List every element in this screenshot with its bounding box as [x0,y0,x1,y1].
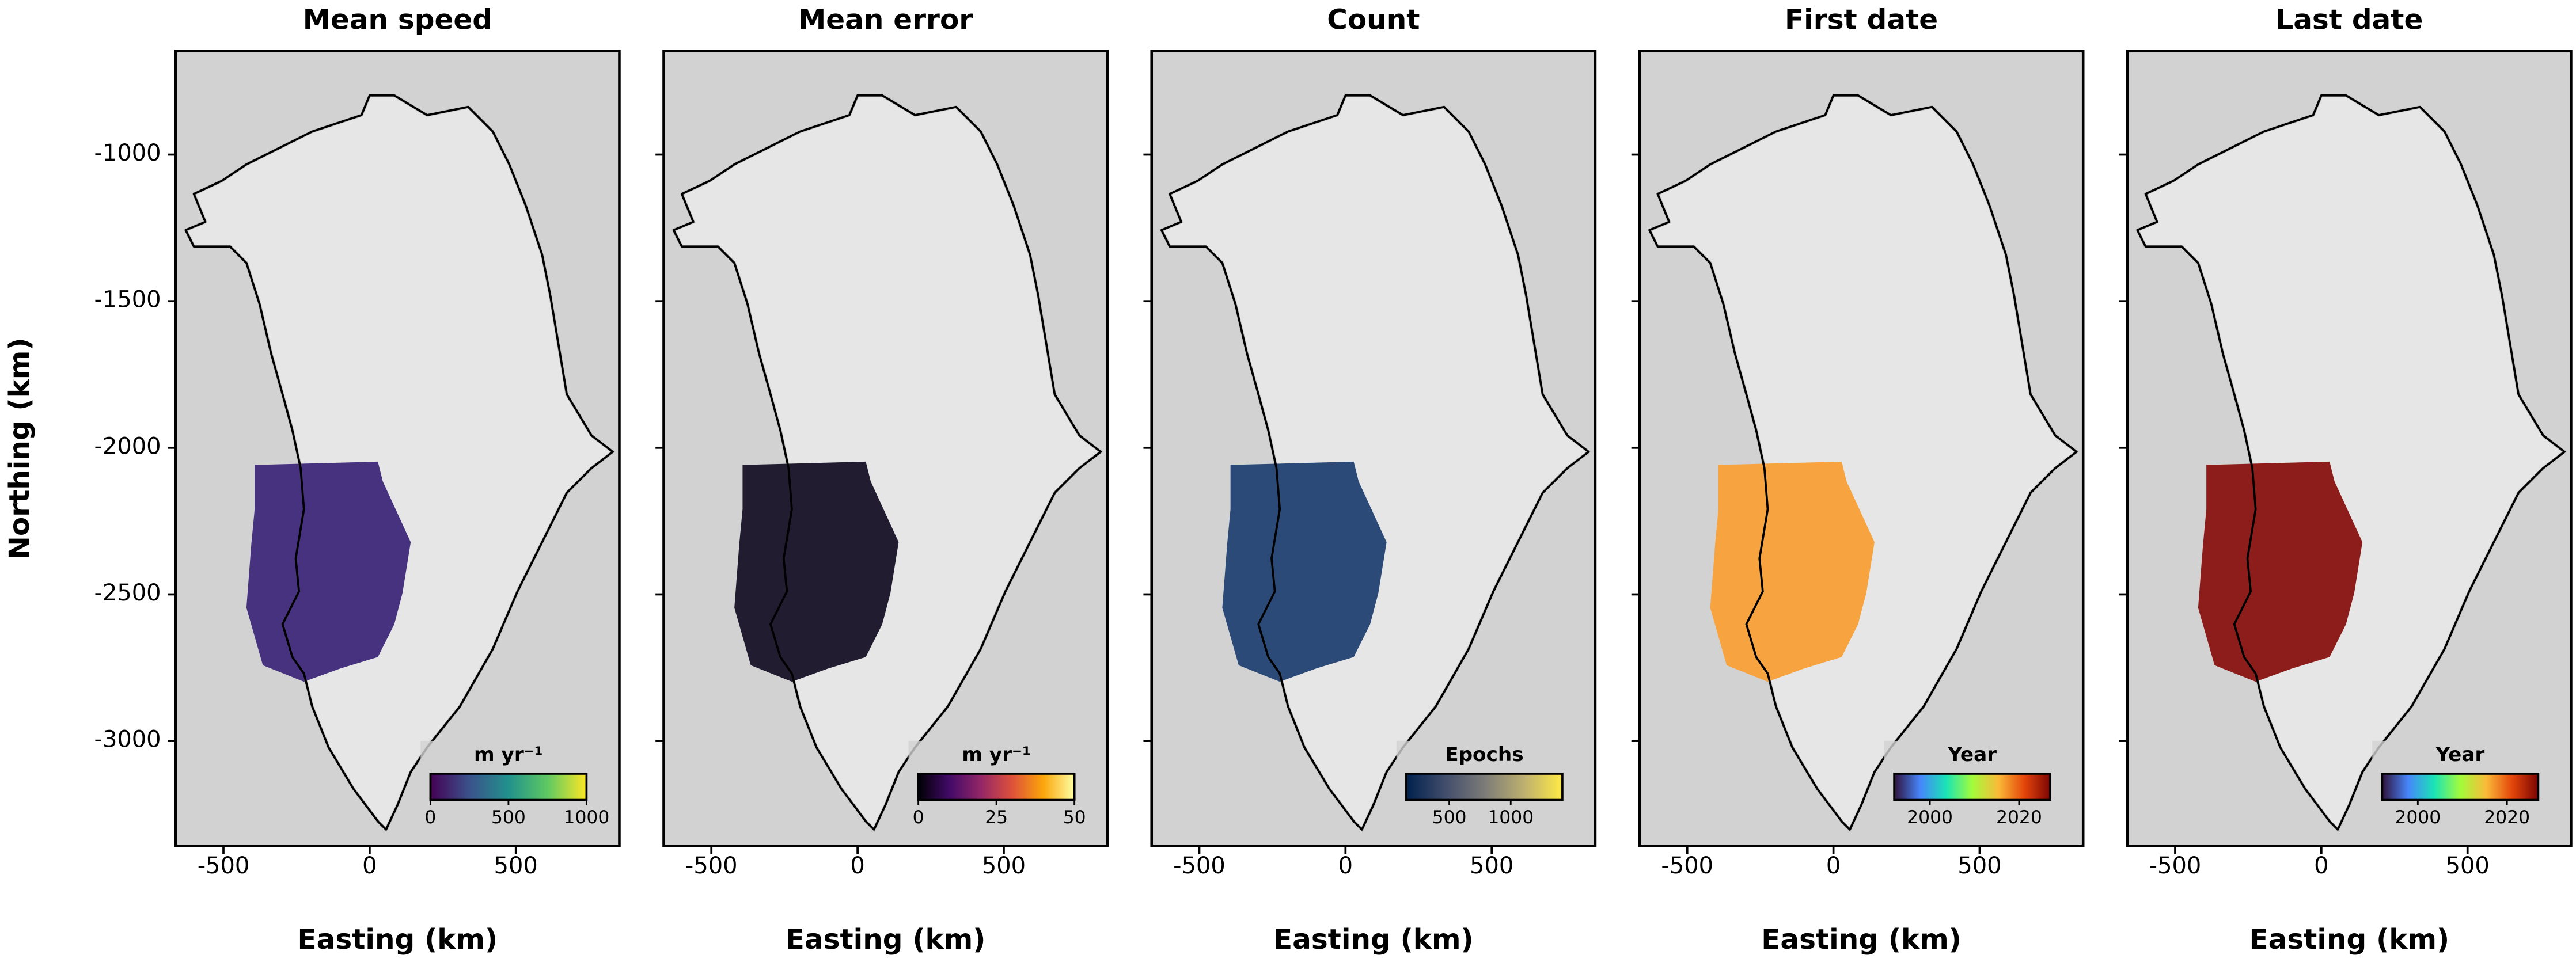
panel-title: Last date [2275,3,2423,36]
colorbar [917,773,1076,801]
x-axis-label: Easting (km) [786,923,986,956]
colorbar-label: Epochs [1445,743,1523,766]
x-axis-label: Easting (km) [2249,923,2449,956]
x-tick-label: 500 [1957,853,2001,879]
x-tick-label: 500 [494,853,538,879]
x-tick-label: -500 [1661,853,1713,879]
x-tick-label: 0 [1338,853,1353,879]
x-tick-label: 0 [2314,853,2328,879]
y-tick-label: -3000 [94,727,161,753]
colorbar [1893,773,2051,801]
colorbar-label: m yr⁻¹ [962,743,1031,766]
colorbar-tick-label: 1000 [564,807,610,828]
colorbar-label: Year [1947,743,1997,766]
x-tick-label: 500 [1470,853,1513,879]
x-tick-label: 0 [362,853,377,879]
panel-title: Count [1327,3,1420,36]
x-axis-label: Easting (km) [1761,923,1962,956]
colorbar-tick-label: 2000 [1907,807,1953,828]
colorbar [2381,773,2540,801]
panel-title: Mean speed [303,3,492,36]
x-tick-label: 0 [850,853,864,879]
x-tick-label: -500 [2149,853,2202,879]
x-tick-label: -500 [198,853,250,879]
x-tick-label: -500 [685,853,738,879]
x-axis-label: Easting (km) [298,923,498,956]
colorbar-label: Year [2435,743,2484,766]
y-axis-label: Northing (km) [3,337,36,559]
colorbar-tick-label: 0 [913,807,924,828]
x-tick-label: 0 [1826,853,1841,879]
y-tick-label: -1000 [94,140,161,166]
colorbar [429,773,588,801]
colorbar-label: m yr⁻¹ [474,743,543,766]
colorbar-tick-label: 50 [1063,807,1086,828]
colorbar-tick-label: 2020 [2484,807,2530,828]
x-tick-label: 500 [982,853,1026,879]
colorbar-tick-label: 25 [985,807,1008,828]
panel-title: First date [1785,3,1938,36]
colorbar-tick-label: 1000 [1488,807,1534,828]
y-tick-label: -2500 [94,580,161,606]
y-tick-label: -2000 [94,433,161,459]
x-tick-label: 500 [2446,853,2490,879]
y-tick-label: -1500 [94,287,161,313]
colorbar-tick-label: 2020 [1996,807,2042,828]
colorbar [1405,773,1564,801]
colorbar-tick-label: 500 [491,807,526,828]
panel-title: Mean error [798,3,973,36]
colorbar-tick-label: 0 [424,807,436,828]
x-axis-label: Easting (km) [1273,923,1474,956]
colorbar-tick-label: 2000 [2395,807,2441,828]
x-tick-label: -500 [1173,853,1226,879]
colorbar-tick-label: 500 [1432,807,1467,828]
